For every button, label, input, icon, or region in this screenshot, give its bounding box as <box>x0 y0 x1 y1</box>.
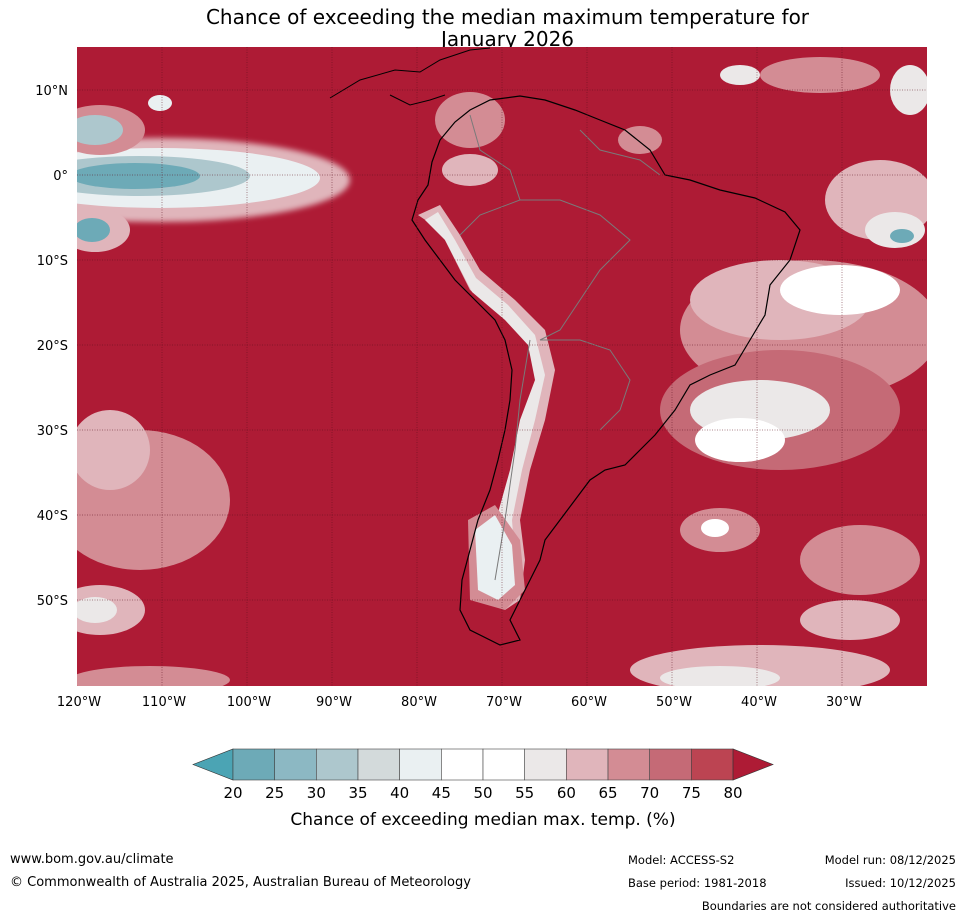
colorbar-tick-label: 20 <box>223 784 242 802</box>
colorbar-tick-label: 60 <box>557 784 576 802</box>
probability-shading <box>77 57 927 686</box>
lat-label: 10°N <box>35 84 68 99</box>
colorbar-segment <box>316 748 359 781</box>
colorbar-extend-high <box>732 748 774 781</box>
colorbar-tick-label: 55 <box>515 784 534 802</box>
colorbar-segment <box>691 748 734 781</box>
lat-label: 30°S <box>37 424 68 439</box>
lon-label: 80°W <box>401 695 437 710</box>
colorbar-tick-label: 70 <box>640 784 659 802</box>
footer-issued: Issued: 10/12/2025 <box>845 876 956 890</box>
colorbar-tick-label: 50 <box>473 784 492 802</box>
lon-label: 60°W <box>571 695 607 710</box>
colorbar-segment <box>566 748 609 781</box>
lon-label: 120°W <box>57 695 101 710</box>
footer-url[interactable]: www.bom.gov.au/climate <box>10 852 174 867</box>
colorbar-segment <box>357 748 400 781</box>
lon-label: 30°W <box>826 695 862 710</box>
lat-label: 20°S <box>37 339 68 354</box>
lon-label: 100°W <box>227 695 271 710</box>
colorbar-tick-label: 30 <box>307 784 326 802</box>
colorbar-segment <box>607 748 651 781</box>
footer-copyright: © Commonwealth of Australia 2025, Austra… <box>10 875 471 890</box>
longitude-labels: 120°W 110°W 100°W 90°W 80°W 70°W 60°W 50… <box>57 695 862 710</box>
colorbar-tick-label: 45 <box>432 784 451 802</box>
footer-disclaimer: Boundaries are not considered authoritat… <box>701 899 956 913</box>
colorbar-segment <box>441 748 484 781</box>
colorbar-tick-labels: 20 25 30 35 40 45 50 55 60 65 70 75 80 <box>223 784 742 802</box>
country-borders <box>459 114 661 581</box>
footer-model-run: Model run: 08/12/2025 <box>824 853 956 867</box>
footer-model: Model: ACCESS-S2 <box>628 853 735 867</box>
lat-label: 10°S <box>37 254 68 269</box>
colorbar-extend-low <box>192 748 234 781</box>
colorbar-tick-label: 35 <box>348 784 367 802</box>
latitude-labels: 10°N 0° 10°S 20°S 30°S 40°S 50°S <box>35 84 68 609</box>
colorbar-segment <box>649 748 692 781</box>
colorbar-segment <box>524 748 567 781</box>
colorbar <box>192 748 774 781</box>
colorbar-tick-label: 25 <box>265 784 284 802</box>
lon-label: 110°W <box>142 695 186 710</box>
graticule <box>77 47 927 686</box>
footer-base-period: Base period: 1981-2018 <box>628 876 767 890</box>
colorbar-tick-label: 80 <box>723 784 742 802</box>
colorbar-tick-label: 65 <box>598 784 617 802</box>
lon-label: 90°W <box>316 695 352 710</box>
lon-label: 40°W <box>741 695 777 710</box>
colorbar-segment <box>232 748 275 781</box>
lon-label: 50°W <box>656 695 692 710</box>
colorbar-segment <box>274 748 317 781</box>
lat-label: 50°S <box>37 594 68 609</box>
lat-label: 0° <box>53 169 68 184</box>
colorbar-title: Chance of exceeding median max. temp. (%… <box>290 810 675 830</box>
colorbar-tick-label: 75 <box>682 784 701 802</box>
colorbar-segment <box>482 748 525 781</box>
lat-label: 40°S <box>37 509 68 524</box>
map-title-line1: Chance of exceeding the median maximum t… <box>205 5 810 29</box>
coastlines <box>329 47 801 646</box>
colorbar-segment <box>399 748 442 781</box>
map-title-line2: January 2026 <box>440 27 575 51</box>
lon-label: 70°W <box>486 695 522 710</box>
colorbar-tick-label: 40 <box>390 784 409 802</box>
